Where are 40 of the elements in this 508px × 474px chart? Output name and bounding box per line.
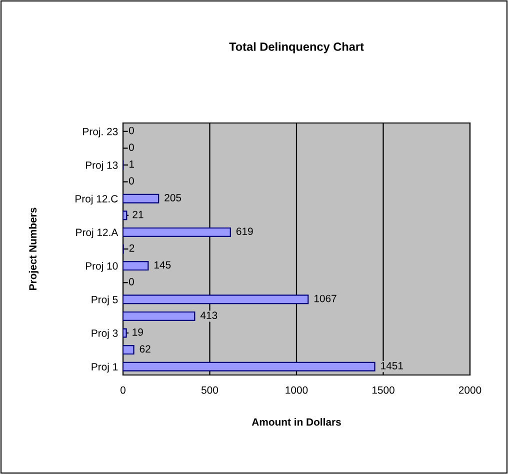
bar (123, 311, 196, 321)
y-tick-label: Proj 13 (86, 161, 118, 171)
x-tick-label: 2000 (458, 386, 482, 394)
x-tick-label: 1000 (286, 386, 308, 394)
y-tick-label: Proj. 23 (83, 128, 118, 138)
data-label: 62 (140, 345, 150, 353)
data-label: 205 (164, 194, 182, 202)
y-tick-label: Proj 12.C (76, 194, 118, 205)
bar (123, 362, 376, 372)
data-label: 1067 (314, 294, 336, 302)
data-label: 1 (130, 160, 134, 168)
chart-title: Total Delinquency Chart (229, 42, 364, 54)
y-tick-label: Proj 12.A (76, 228, 118, 238)
data-label: 145 (154, 261, 171, 269)
data-label: 2 (129, 244, 134, 252)
x-tick-label: 500 (201, 386, 218, 394)
data-label: 0 (128, 126, 134, 134)
y-tick-label: Proj 5 (92, 296, 118, 306)
y-tick-label: Proj 3 (92, 329, 118, 339)
x-tick-label: 0 (120, 386, 126, 394)
y-tick-label: Proj 1 (92, 362, 118, 373)
data-label: 1451 (381, 362, 403, 370)
data-label: 0 (128, 177, 134, 185)
data-label: 619 (236, 228, 253, 235)
bar (123, 194, 160, 204)
bar (123, 261, 149, 271)
y-axis-title: Project Numbers (28, 208, 39, 290)
data-label: 413 (200, 312, 218, 319)
x-tick-label: 1500 (372, 386, 394, 394)
data-label: 21 (132, 210, 144, 218)
data-label: 0 (128, 278, 134, 286)
y-tick-label: Proj 10 (86, 262, 118, 272)
bar (123, 345, 134, 355)
bar (123, 210, 128, 220)
bar (123, 227, 231, 237)
data-label: 19 (132, 328, 143, 336)
bar (123, 328, 127, 338)
data-label: 0 (128, 144, 134, 151)
bar (123, 294, 309, 304)
x-axis-title: Amount in Dollars (252, 418, 341, 426)
